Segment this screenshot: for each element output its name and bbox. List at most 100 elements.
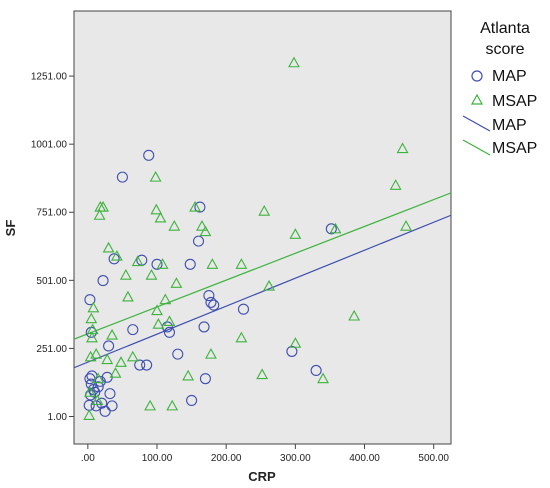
point-map: [205, 296, 217, 308]
fit-line-msap: [74, 192, 451, 340]
point-map: [99, 405, 111, 417]
plot-content: [74, 56, 451, 420]
point-map: [192, 235, 205, 247]
legend-msap-triangle-marker: [470, 93, 484, 105]
point-map: [104, 388, 116, 400]
point-msap: [317, 372, 329, 384]
point-msap: [182, 369, 195, 381]
point-msap: [258, 205, 271, 216]
legend-msap-line-marker: [462, 139, 491, 156]
point-msap: [263, 279, 276, 291]
point-map: [199, 373, 211, 385]
fit-line-map: [74, 214, 451, 369]
y-tick-label: 251.00: [36, 344, 67, 355]
point-map: [163, 326, 176, 338]
point-map: [108, 253, 120, 265]
y-tick-label: 501.00: [36, 276, 67, 287]
point-map: [106, 400, 118, 412]
point-msap: [235, 258, 248, 269]
point-msap: [166, 399, 179, 411]
x-tick-label: 100.00: [142, 453, 173, 464]
point-msap: [156, 258, 169, 269]
point-map: [184, 258, 196, 270]
point-map: [186, 394, 198, 406]
point-map: [92, 381, 104, 393]
point-msap: [348, 309, 361, 321]
point-msap: [91, 394, 104, 405]
point-map: [286, 345, 298, 357]
point-msap: [119, 269, 132, 280]
point-msap: [152, 318, 165, 329]
point-map: [172, 348, 184, 360]
point-msap: [84, 350, 97, 362]
point-map: [141, 359, 153, 371]
x-tick-label: 500.00: [418, 453, 449, 464]
legend-entry-map-marker: MAP: [492, 68, 527, 85]
point-msap: [115, 356, 127, 367]
point-msap: [110, 249, 123, 261]
point-msap: [90, 347, 103, 359]
point-msap: [256, 368, 269, 380]
point-msap: [400, 220, 412, 231]
point-msap: [92, 372, 105, 384]
x-tick-label: 400.00: [349, 453, 380, 464]
point-msap: [235, 331, 248, 343]
point-msap: [154, 211, 167, 223]
point-msap: [83, 409, 96, 420]
point-map: [325, 223, 337, 235]
point-msap: [163, 315, 176, 327]
point-map: [97, 275, 109, 287]
point-map: [90, 400, 102, 412]
point-map: [89, 386, 101, 398]
point-map: [134, 359, 146, 371]
point-map: [237, 303, 250, 315]
point-msap: [85, 312, 98, 324]
point-msap: [97, 200, 109, 212]
point-msap: [151, 304, 163, 316]
point-map: [198, 321, 210, 333]
legend-title-line-1: Atlanta: [480, 20, 530, 37]
fit-lines: [74, 192, 451, 369]
point-msap: [144, 399, 157, 411]
legend-map-line-marker: [462, 115, 491, 132]
y-tick-label: 1251.00: [31, 72, 68, 83]
point-msap: [109, 367, 122, 378]
point-msap: [168, 220, 181, 231]
point-msap: [196, 220, 208, 231]
point-msap: [101, 353, 114, 365]
point-msap: [149, 170, 162, 182]
point-map: [151, 258, 163, 270]
point-msap: [93, 209, 106, 220]
point-msap: [159, 293, 172, 305]
point-map: [103, 340, 115, 352]
y-tick-label: 1.00: [48, 412, 68, 423]
point-msap: [396, 142, 409, 154]
point-map: [143, 149, 155, 161]
x-tick-label: 300.00: [280, 453, 311, 464]
point-msap: [102, 241, 115, 253]
y-tick-label: 751.00: [36, 208, 67, 219]
point-map: [203, 290, 215, 302]
x-tick-label: .00: [81, 453, 95, 464]
point-msap: [205, 347, 217, 359]
point-map: [84, 294, 96, 306]
legend-entry-msap-marker: MSAP: [492, 93, 537, 110]
legend: Atlanta score MAP MSAP MAP MSAP: [462, 20, 537, 157]
point-msap: [199, 225, 212, 237]
point-map: [116, 171, 128, 183]
point-map: [208, 299, 220, 311]
point-msap: [170, 277, 183, 288]
point-msap: [289, 228, 302, 239]
y-tick-label: 1001.00: [31, 140, 68, 151]
point-map: [194, 201, 206, 213]
y-axis: 1.00 251.00 501.00 751.00 1001.00 1251.00: [31, 72, 74, 423]
point-msap: [189, 200, 201, 212]
point-msap: [83, 386, 96, 397]
x-axis-title: CRP: [248, 469, 276, 484]
legend-entry-msap-line: MSAP: [492, 140, 537, 157]
point-msap: [289, 337, 302, 348]
point-map: [310, 364, 322, 377]
legend-title-line-2: score: [485, 41, 524, 58]
point-msap: [329, 222, 342, 234]
